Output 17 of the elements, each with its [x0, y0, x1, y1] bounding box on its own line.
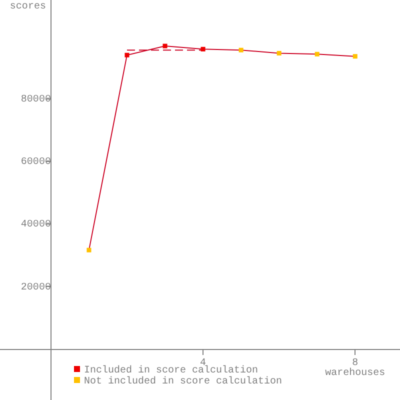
point [124, 52, 130, 58]
point [314, 52, 320, 56]
point [276, 50, 282, 56]
point [86, 248, 92, 252]
legend-label: Not included in score calculation [84, 376, 282, 388]
point [238, 48, 244, 52]
y-tick-label: 40000 [20, 220, 51, 231]
x-tick-label: 8 [352, 358, 358, 369]
y-tick-label: 80000 [20, 94, 51, 106]
point [352, 54, 358, 59]
y-tick-label: 60000 [20, 157, 51, 168]
y-axis-title: scores [10, 2, 46, 13]
x-axis-title: warehouses [325, 366, 386, 379]
y-tick-label: 20000 [20, 282, 51, 294]
point [162, 44, 168, 48]
legend-label: Included in score calculation [84, 364, 258, 377]
point [200, 46, 206, 52]
